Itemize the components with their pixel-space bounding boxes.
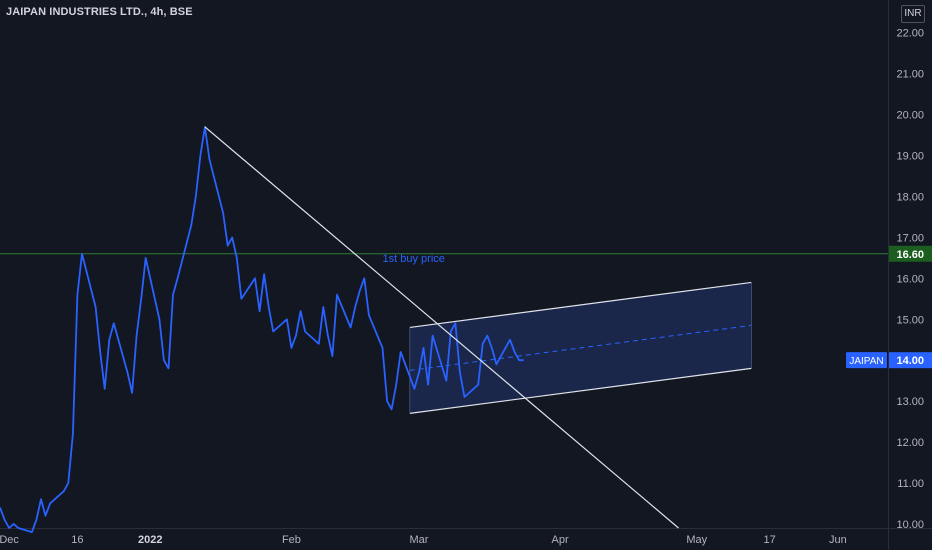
price-tick-label: 19.00 [896,151,924,163]
price-tick-label: 20.00 [896,110,924,122]
price-tick-label: 18.00 [896,191,924,203]
price-tick-label: 10.00 [896,519,924,531]
price-tick-label: 17.00 [896,232,924,244]
price-tick-label: 21.00 [896,69,924,81]
time-tick-label: Apr [552,534,569,546]
channel-median-line[interactable] [409,324,752,371]
level-price-badge [889,245,932,262]
time-tick-label: Jun [829,534,847,546]
channel-lower-line[interactable] [409,367,752,414]
price-tick-label: 13.00 [896,396,924,408]
time-axis[interactable]: Dec 16 2022 Feb Mar Apr May 17 Jun [0,528,932,547]
price-axis[interactable]: 22.00 21.00 20.00 19.00 18.00 17.00 16.00 15.00… [888,0,925,550]
time-tick-label: 17 [763,534,775,546]
time-tick-label: May [686,534,707,546]
time-tick-label: Dec [0,534,19,546]
last-price-text: 14.00 [896,355,924,367]
symbol-badge-text: JAIPAN [849,356,883,367]
channel-upper-line[interactable] [409,281,752,329]
price-series-line[interactable] [0,126,524,533]
price-tick-label: 15.00 [896,314,924,326]
plot-area[interactable]: 1st buy price [0,126,888,533]
last-price-badge [889,352,932,369]
time-tick-label: 16 [71,534,83,546]
downtrend-line[interactable] [204,126,679,529]
symbol-badge [846,352,887,369]
time-tick-label: Feb [282,534,301,546]
symbol-title: JAIPAN INDUSTRIES LTD., 4h, BSE [6,6,193,18]
time-tick-label: Mar [409,534,428,546]
price-tick-label: 16.00 [896,273,924,285]
time-tick-label: 2022 [138,534,162,546]
currency-badge[interactable]: INR [901,5,925,23]
price-tick-label: 22.00 [896,28,924,40]
price-tick-label: 11.00 [897,478,924,490]
level-price-text: 16.60 [896,249,924,261]
price-tick-label: 12.00 [896,437,924,449]
buy-price-annotation[interactable]: 1st buy price [383,253,445,265]
price-badges: 16.60 JAIPAN 14.00 [846,245,932,369]
